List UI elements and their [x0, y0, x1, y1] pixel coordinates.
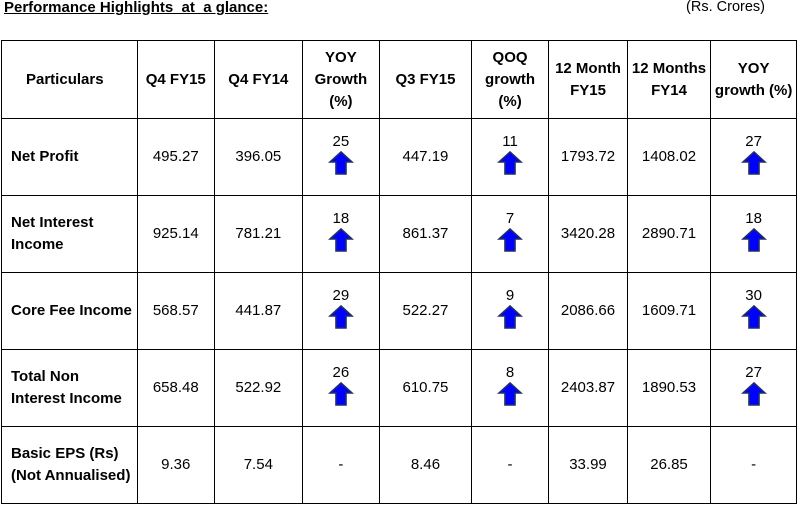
- row-label: Total Non Interest Income: [1, 349, 138, 427]
- up-arrow-icon: [327, 304, 354, 329]
- growth-cell: 26: [301, 349, 381, 427]
- table-cell: 26.85: [626, 426, 712, 504]
- growth-cell: 30: [710, 272, 797, 350]
- table-cell: 8.46: [379, 426, 472, 504]
- column-header: Particulars: [1, 40, 138, 119]
- growth-cell: 7: [470, 195, 550, 273]
- table-cell: 396.05: [214, 118, 303, 196]
- table-cell: 658.48: [136, 349, 216, 427]
- table-cell: 1890.53: [626, 349, 712, 427]
- table-row: Net Profit 495.27 396.05 25 447.19 11 1793.72 1…: [1, 118, 797, 196]
- column-header: 12 Months FY14: [626, 40, 712, 119]
- performance-table: Particulars Q4 FY15 Q4 FY14 YOY Growth (…: [1, 40, 797, 504]
- growth-value: 18: [332, 209, 350, 227]
- up-arrow-icon: [497, 227, 524, 252]
- cell-value: -: [507, 456, 513, 473]
- growth-cell: 11: [470, 118, 550, 196]
- table-cell: 2403.87: [548, 349, 628, 427]
- table-cell: 522.27: [379, 272, 472, 350]
- table-row: Net Interest Income 925.14 781.21 18 861.37 7…: [1, 195, 797, 273]
- table-cell: 861.37: [379, 195, 472, 273]
- row-label: Net Interest Income: [1, 195, 138, 273]
- growth-value: 18: [745, 209, 762, 227]
- growth-cell: -: [710, 426, 797, 504]
- growth-value: 27: [745, 132, 762, 150]
- growth-cell: 27: [710, 118, 797, 196]
- page-title: Performance Highlights at a glance:: [4, 0, 269, 16]
- up-arrow-icon: [497, 150, 524, 175]
- column-header: 12 Month FY15: [548, 40, 628, 119]
- up-arrow-icon: [327, 227, 354, 252]
- column-header: QOQ growth (%): [470, 40, 550, 119]
- table-row: Total Non Interest Income 658.48 522.92 26 6…: [1, 349, 797, 427]
- growth-value: 27: [745, 363, 762, 381]
- table-cell: 1793.72: [548, 118, 628, 196]
- up-arrow-icon: [327, 381, 354, 406]
- unit-label: (Rs. Crores): [686, 0, 765, 15]
- growth-value: 7: [505, 209, 515, 227]
- table-cell: 7.54: [214, 426, 303, 504]
- growth-value: 29: [332, 286, 350, 304]
- growth-value: 9: [505, 286, 515, 304]
- table-cell: 568.57: [136, 272, 216, 350]
- table-cell: 3420.28: [548, 195, 628, 273]
- table-cell: 441.87: [214, 272, 303, 350]
- table-cell: 781.21: [214, 195, 303, 273]
- growth-cell: 29: [301, 272, 381, 350]
- table-row: Basic EPS (Rs) (Not Annualised) 9.36 7.54 -…: [1, 426, 797, 504]
- column-header: Q4 FY14: [214, 40, 303, 119]
- up-arrow-icon: [497, 304, 524, 329]
- column-header: Q4 FY15: [136, 40, 216, 119]
- table-cell: 2086.66: [548, 272, 628, 350]
- growth-cell: -: [470, 426, 550, 504]
- growth-cell: 8: [470, 349, 550, 427]
- table-cell: 9.36: [136, 426, 216, 504]
- table-cell: 495.27: [136, 118, 216, 196]
- growth-cell: 18: [301, 195, 381, 273]
- up-arrow-icon: [740, 304, 767, 329]
- growth-value: 8: [505, 363, 515, 381]
- table-row: Core Fee Income 568.57 441.87 29 522.27 9 2086…: [1, 272, 797, 350]
- header-row: Particulars Q4 FY15 Q4 FY14 YOY Growth (…: [1, 40, 797, 119]
- table-cell: 33.99: [548, 426, 628, 504]
- up-arrow-icon: [327, 150, 354, 175]
- growth-value: 30: [745, 286, 762, 304]
- growth-cell: 27: [710, 349, 797, 427]
- growth-cell: 18: [710, 195, 797, 273]
- column-header: Q3 FY15: [379, 40, 472, 119]
- growth-value: 26: [332, 363, 350, 381]
- table-cell: 2890.71: [626, 195, 712, 273]
- up-arrow-icon: [740, 381, 767, 406]
- up-arrow-icon: [740, 227, 767, 252]
- table-cell: 1609.71: [626, 272, 712, 350]
- growth-value: 11: [502, 132, 518, 150]
- cell-value: -: [338, 456, 344, 473]
- table-cell: 447.19: [379, 118, 472, 196]
- column-header: YOY growth (%): [710, 40, 797, 119]
- up-arrow-icon: [497, 381, 524, 406]
- row-label: Net Profit: [1, 118, 138, 196]
- table-cell: 1408.02: [626, 118, 712, 196]
- up-arrow-icon: [740, 150, 767, 175]
- growth-cell: 25: [301, 118, 381, 196]
- table-cell: 522.92: [214, 349, 303, 427]
- growth-cell: -: [301, 426, 381, 504]
- growth-cell: 9: [470, 272, 550, 350]
- table-cell: 610.75: [379, 349, 472, 427]
- column-header: YOY Growth (%): [301, 40, 381, 119]
- table-cell: 925.14: [136, 195, 216, 273]
- cell-value: -: [751, 456, 757, 473]
- row-label: Basic EPS (Rs) (Not Annualised): [1, 426, 138, 504]
- growth-value: 25: [332, 132, 350, 150]
- row-label: Core Fee Income: [1, 272, 138, 350]
